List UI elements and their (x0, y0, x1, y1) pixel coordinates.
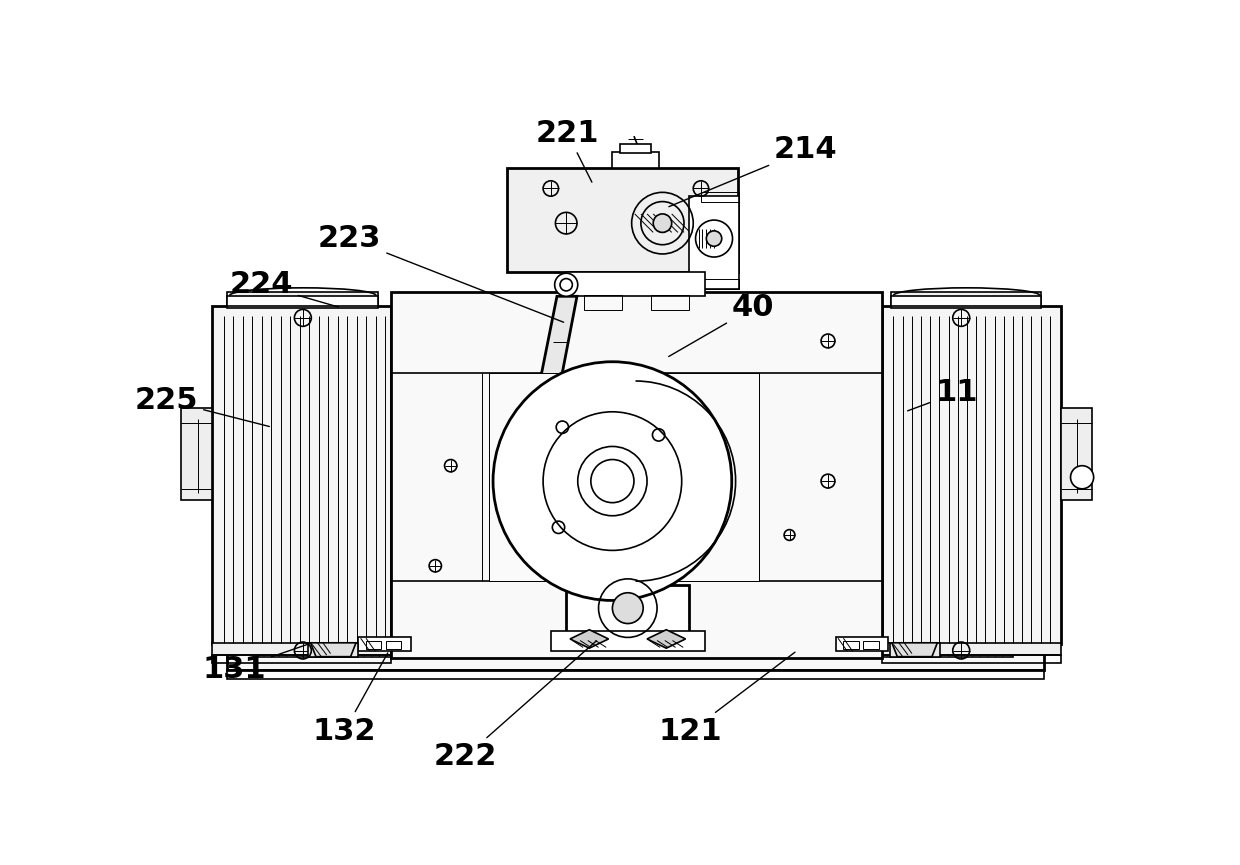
Bar (212, 655, 392, 663)
Circle shape (653, 214, 672, 233)
Circle shape (707, 231, 722, 247)
Text: 121: 121 (658, 652, 795, 746)
Polygon shape (520, 297, 577, 481)
Bar (567, 585, 689, 633)
Bar (863, 641, 879, 649)
Bar (689, 196, 739, 289)
Bar (701, 279, 739, 289)
Bar (697, 458, 720, 465)
Bar (227, 292, 377, 308)
Bar (551, 631, 704, 650)
Bar (613, 151, 658, 169)
Polygon shape (310, 643, 356, 657)
Circle shape (613, 593, 644, 624)
Text: 225: 225 (135, 386, 269, 426)
Bar (651, 295, 689, 311)
Bar (620, 144, 651, 153)
Text: 40: 40 (668, 293, 774, 356)
Bar (843, 641, 859, 649)
Polygon shape (647, 630, 686, 648)
Bar (358, 638, 410, 651)
Bar (227, 650, 1044, 670)
Polygon shape (543, 443, 644, 520)
Bar (386, 641, 402, 649)
Bar (889, 643, 940, 657)
Circle shape (1070, 465, 1094, 489)
Text: 132: 132 (312, 653, 388, 746)
Circle shape (494, 362, 732, 600)
Bar (227, 670, 1044, 679)
Bar (490, 374, 759, 581)
Bar (392, 292, 882, 658)
Text: 214: 214 (668, 136, 838, 207)
Text: 131: 131 (202, 644, 310, 684)
Bar (1061, 408, 1092, 500)
Bar (507, 168, 738, 272)
Text: 221: 221 (536, 119, 599, 183)
Bar (836, 638, 888, 651)
Bar (701, 192, 739, 202)
Bar (212, 305, 392, 644)
Bar (181, 408, 212, 500)
Bar (584, 295, 622, 311)
Text: 222: 222 (434, 641, 596, 772)
Text: 223: 223 (317, 224, 564, 323)
Bar (882, 643, 1061, 655)
Bar (227, 296, 377, 306)
Bar (212, 643, 392, 655)
Bar (693, 462, 725, 485)
Polygon shape (892, 643, 937, 657)
Polygon shape (570, 630, 609, 648)
Bar (366, 641, 382, 649)
Polygon shape (258, 650, 1013, 657)
Polygon shape (1074, 467, 1091, 487)
Text: 11: 11 (908, 378, 978, 411)
Text: 224: 224 (229, 270, 339, 307)
Bar (882, 655, 1061, 663)
Bar (892, 296, 1042, 306)
Bar (892, 292, 1042, 308)
Circle shape (516, 467, 544, 495)
Bar (309, 643, 358, 657)
Circle shape (554, 273, 578, 297)
Bar (882, 305, 1061, 644)
Bar (567, 272, 704, 297)
